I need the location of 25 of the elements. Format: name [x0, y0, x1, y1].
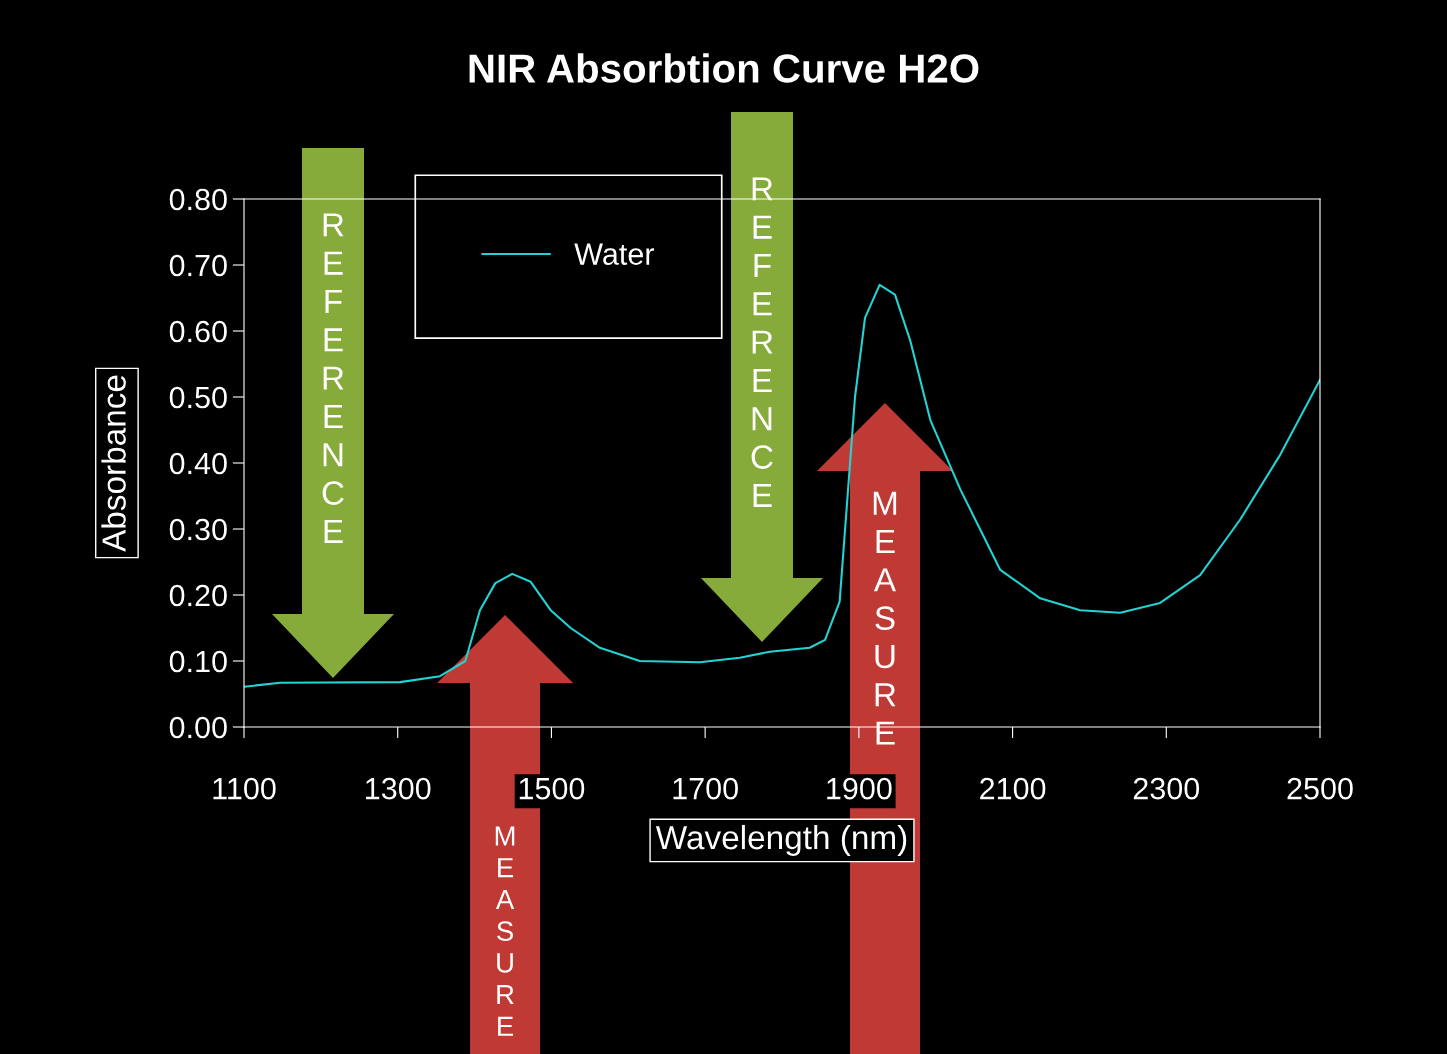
y-axis-title: Absorbance	[101, 375, 126, 552]
x-tick-label: 1700	[673, 777, 738, 800]
y-tick-label: 0.80	[169, 188, 227, 211]
chart-title: NIR Absorbtion Curve H2O	[469, 53, 979, 83]
y-tick-label: 0.20	[169, 584, 227, 607]
x-tick-label: 2100	[980, 777, 1046, 800]
y-tick-label: 0.00	[169, 716, 227, 739]
text: REFERENCE	[322, 213, 344, 543]
x-tick-label: 2500	[1287, 777, 1353, 800]
x-tick-label: 2300	[1133, 777, 1200, 800]
y-tick-label: 0.30	[169, 518, 227, 541]
y-tick-label: 0.40	[169, 452, 227, 475]
x-tick-label: 1100	[213, 777, 276, 800]
x-tick-label: 1900	[827, 777, 892, 800]
x-tick-label: 1300	[366, 777, 431, 800]
text: REFERENCE	[751, 177, 773, 507]
y-tick-label: 0.60	[169, 320, 227, 343]
legend-label: Water	[574, 243, 655, 265]
y-tick-label: 0.10	[169, 650, 227, 673]
y-tick-label: 0.70	[169, 254, 227, 277]
x-tick-label: 1500	[519, 777, 585, 800]
text: MEASURE	[495, 826, 515, 1036]
y-tick-label: 0.50	[169, 386, 227, 409]
x-axis-title: Wavelength (nm)	[655, 824, 907, 856]
annotation: MEASURE	[873, 491, 897, 745]
